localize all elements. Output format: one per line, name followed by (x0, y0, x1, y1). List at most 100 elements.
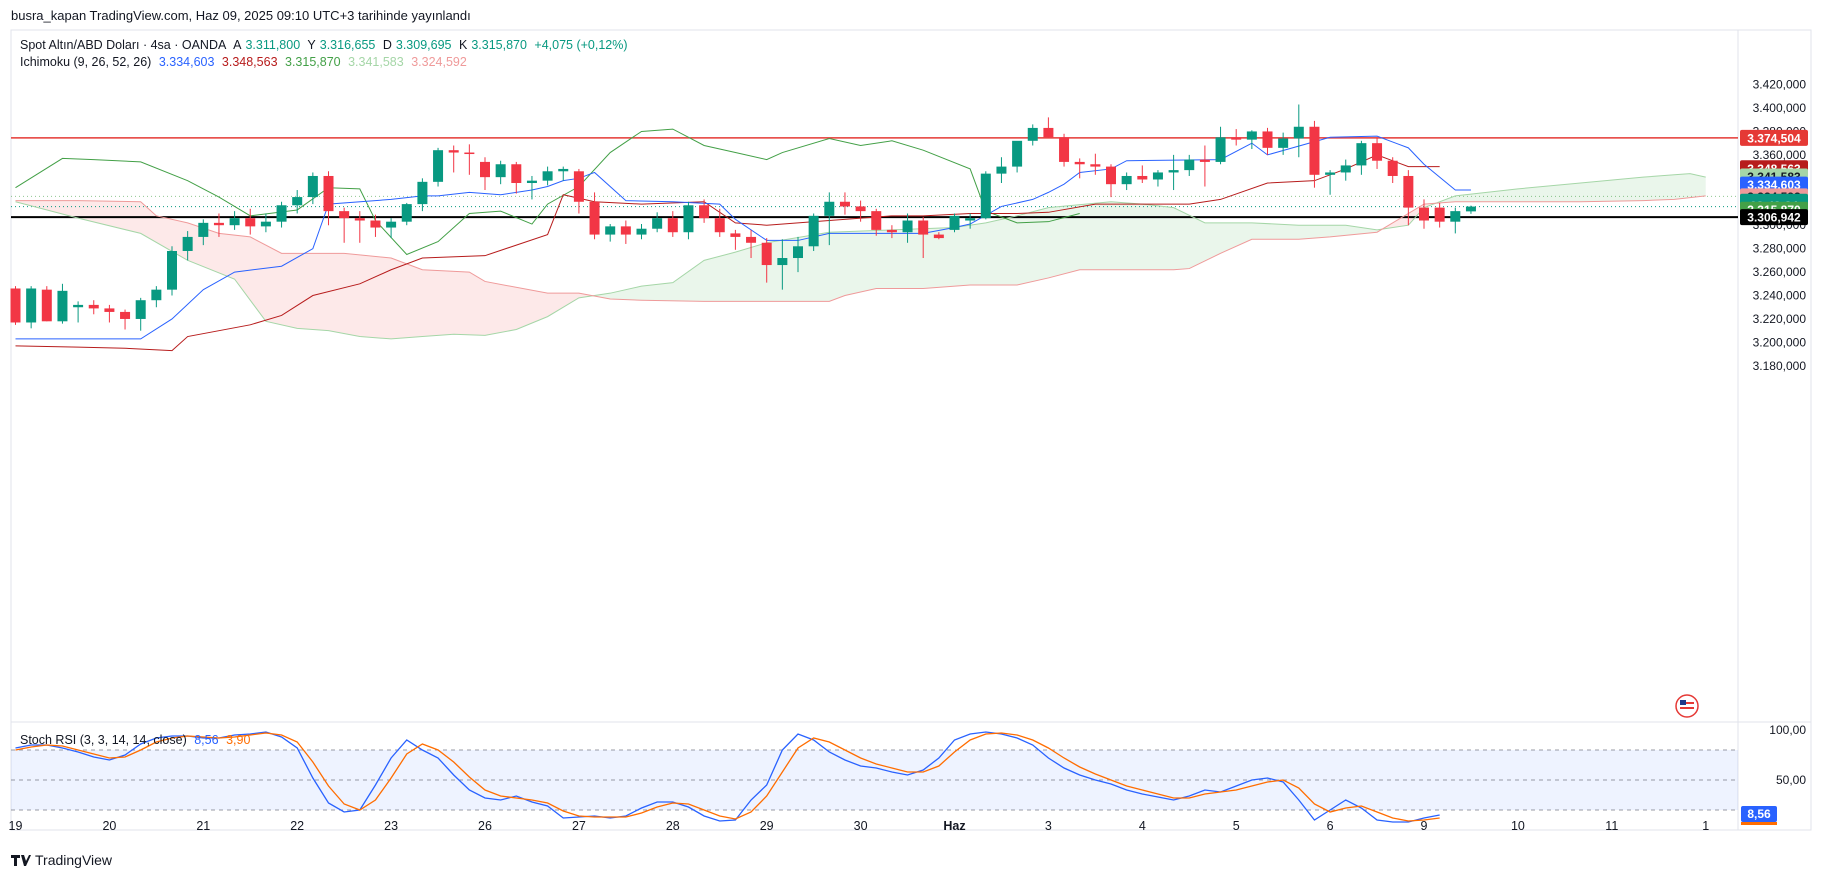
footer: TradingView (11, 852, 112, 868)
candle-body (449, 150, 459, 152)
x-tick-label: 30 (854, 819, 868, 833)
stoch-k-value: 8,56 (194, 733, 218, 747)
candle-body (183, 237, 193, 251)
candle-body (1090, 164, 1100, 166)
candle-body (464, 153, 474, 155)
grid (11, 30, 1811, 830)
candle-body (230, 218, 240, 225)
candle-body (950, 216, 960, 230)
tenkan-value: 3.334,603 (159, 55, 215, 69)
candle-body (840, 202, 850, 207)
candle-body (934, 235, 944, 239)
candle-body (339, 211, 349, 218)
candle-body (104, 308, 114, 312)
candle-body (762, 243, 772, 265)
candle-body (1106, 167, 1116, 185)
candle-body (668, 218, 678, 232)
chart-svg[interactable]: 3.180,0003.200,0003.220,0003.240,0003.26… (0, 0, 1826, 879)
x-tick-label: 9 (1421, 819, 1428, 833)
candle-body (981, 174, 991, 219)
price-tag-label: 3.306,942 (1747, 211, 1801, 225)
kijun-value: 3.348,563 (222, 55, 278, 69)
candle-body (245, 218, 255, 226)
candle-body (1075, 162, 1085, 164)
brand-label: TradingView (35, 852, 112, 868)
candle-body (809, 216, 819, 246)
candle-body (856, 206, 866, 211)
candle-body (527, 181, 537, 183)
candle-body (1169, 170, 1179, 172)
candle-body (308, 176, 318, 197)
x-tick-label: 10 (1511, 819, 1525, 833)
y-tick-label: 3.360,000 (1753, 148, 1807, 162)
candle-body (777, 258, 787, 265)
span-b-value: 3.324,592 (411, 55, 467, 69)
stoch-legend: Stoch RSI (3, 3, 14, 14, close) 8,56 3,9… (20, 733, 254, 747)
candle-body (1278, 138, 1288, 147)
x-tick-label: 1 (1702, 819, 1709, 833)
candle-body (355, 218, 365, 220)
candle-body (480, 162, 490, 177)
y-tick-label: 3.180,000 (1753, 359, 1807, 373)
candle-body (1137, 176, 1147, 180)
x-tick-label: 26 (478, 819, 492, 833)
candle-body (11, 288, 21, 322)
span-a-value: 3.341,583 (348, 55, 404, 69)
candle-body (824, 202, 834, 216)
y-tick-label: 3.260,000 (1753, 265, 1807, 279)
published-header: busra_kapan TradingView.com, Haz 09, 202… (11, 8, 471, 23)
x-tick-label: 5 (1233, 819, 1240, 833)
candle-body (1372, 143, 1382, 161)
stoch-d-value: 3,90 (226, 733, 250, 747)
candle-body (42, 290, 52, 322)
candle-body (1263, 131, 1273, 147)
main-legend: Spot Altın/ABD Doları · 4sa · OANDA A 3.3… (20, 38, 636, 52)
horizontal-levels (11, 138, 1738, 217)
candle-body (652, 218, 662, 229)
x-tick-label: 22 (290, 819, 304, 833)
candle-body (57, 291, 67, 321)
flag-canton (1680, 700, 1686, 705)
x-tick-label: 4 (1139, 819, 1146, 833)
x-tick-label: 3 (1045, 819, 1052, 833)
chikou-value: 3.315,870 (285, 55, 341, 69)
candle-body (621, 226, 631, 234)
candle-body (277, 205, 287, 221)
x-tick-label: 21 (196, 819, 210, 833)
candle-body (324, 176, 334, 211)
candle-body (715, 218, 725, 232)
y-tick-label: 3.280,000 (1753, 242, 1807, 256)
candle-body (871, 211, 881, 230)
candle-body (730, 233, 740, 237)
y-tick-label: 3.220,000 (1753, 312, 1807, 326)
candle-body (1012, 141, 1022, 167)
candle-body (1325, 172, 1335, 174)
candle-body (1450, 211, 1460, 222)
candle-body (89, 305, 99, 309)
candle-body (605, 226, 615, 234)
flag-stripe (1680, 707, 1694, 709)
candle-body (1466, 207, 1476, 212)
candle-body (543, 171, 553, 180)
candle-body (1403, 176, 1413, 208)
candle-body (402, 204, 412, 222)
candle-body (1294, 127, 1304, 139)
candle-body (793, 246, 803, 258)
us-flag-icon (1676, 695, 1698, 717)
stoch-name[interactable]: Stoch RSI (3, 3, 14, 14, close) (20, 733, 187, 747)
price-tag-label: 3.374,504 (1747, 131, 1801, 145)
x-tick-label: 23 (384, 819, 398, 833)
stoch-d-tag (1741, 822, 1777, 825)
symbol-name[interactable]: Spot Altın/ABD Doları · 4sa · OANDA (20, 38, 226, 52)
ohlc-values: A 3.311,800 Y 3.316,655 D 3.309,695 K 3.315,… (233, 38, 631, 52)
stoch-value-label: 8,56 (1747, 807, 1771, 821)
candle-body (214, 223, 224, 225)
candle-body (1184, 160, 1194, 171)
candle-body (590, 202, 600, 235)
chart-frame (11, 30, 1811, 830)
candle-body (903, 221, 913, 233)
ichimoku-name[interactable]: Ichimoku (9, 26, 52, 26) (20, 55, 151, 69)
candle-body (1435, 208, 1445, 222)
candle-body (73, 305, 83, 307)
candle-body (1388, 161, 1398, 176)
